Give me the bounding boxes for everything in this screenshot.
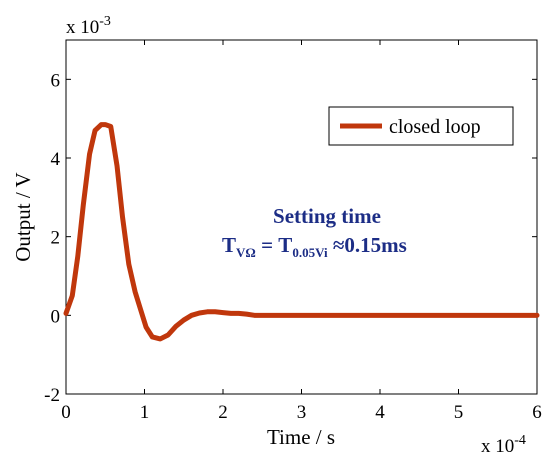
x-scale-exponent: x 10-4 [481, 433, 526, 457]
x-tick-label-6: 6 [532, 402, 542, 423]
legend: closed loop [328, 106, 514, 146]
x-scale-base: x 10 [481, 436, 514, 457]
x-tick-label-1: 1 [140, 402, 150, 423]
eq-mid: = T [256, 233, 292, 257]
annotation-title: Setting time [273, 204, 381, 228]
y-tick-label-2: 2 [51, 228, 61, 249]
series-line-closed-loop [63, 122, 540, 342]
y-tick-label-1: 0 [51, 306, 61, 327]
x-tick-label-2: 2 [218, 402, 228, 423]
y-tick-labels: -2 0 2 4 6 [44, 70, 60, 406]
plot-area [65, 39, 538, 395]
y-axis-label: Output / V [11, 172, 35, 261]
eq-sub2: 0.05Vi [292, 245, 328, 260]
y-tick-label-3: 4 [51, 149, 61, 170]
x-tick-labels: 0 1 2 3 4 5 6 [61, 402, 542, 423]
eq-sub1: VΩ [236, 245, 256, 260]
x-tick-label-3: 3 [297, 402, 307, 423]
x-tick-label-0: 0 [61, 402, 71, 423]
y-scale-power: -3 [99, 14, 111, 29]
y-tick-label-4: 6 [51, 70, 61, 91]
annotation-equation: TVΩ = T0.05Vi ≈0.15ms [222, 233, 407, 260]
y-scale-exponent: x 10-3 [66, 14, 111, 38]
eq-end: ≈0.15ms [328, 233, 407, 257]
x-scale-power: -4 [514, 433, 526, 448]
y-scale-base: x 10 [66, 17, 99, 38]
legend-label-closed-loop: closed loop [389, 116, 481, 138]
y-tick-label-0: -2 [44, 385, 60, 406]
eq-t1: T [222, 233, 236, 257]
x-tick-label-4: 4 [375, 402, 385, 423]
x-tick-label-5: 5 [454, 402, 464, 423]
x-axis-label: Time / s [267, 425, 335, 449]
